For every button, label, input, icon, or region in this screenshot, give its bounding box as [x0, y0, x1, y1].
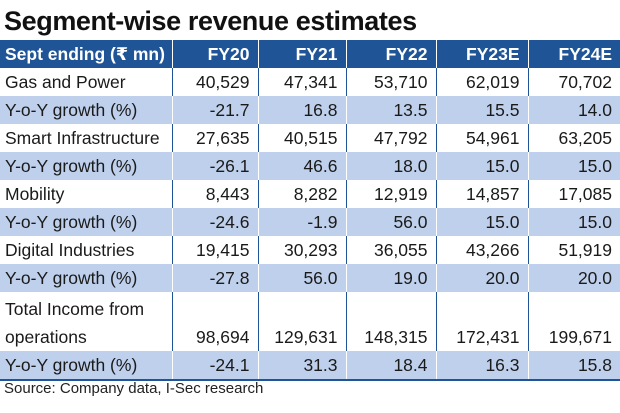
table-row: Smart Infrastructure 27,635 40,515 47,79… [0, 124, 620, 152]
table-row: Gas and Power 40,529 47,341 53,710 62,01… [0, 68, 620, 96]
cell: 27,635 [172, 124, 259, 152]
cell: 199,671 [548, 327, 612, 347]
row-label: Smart Infrastructure [0, 124, 173, 152]
row-label: Y-o-Y growth (%) [0, 351, 173, 381]
cell: 172,431 [436, 292, 529, 351]
header-fy21: FY21 [258, 40, 347, 68]
cell: -1.9 [258, 208, 347, 236]
page-title: Segment-wise revenue estimates [4, 6, 417, 36]
header-period: Sept ending (₹ mn) [0, 40, 173, 68]
table-row: Y-o-Y growth (%) -21.7 16.8 13.5 15.5 14… [0, 96, 620, 124]
cell: 47,792 [346, 124, 437, 152]
cell: 129,631 [258, 292, 347, 351]
cell: 40,515 [258, 124, 347, 152]
row-label: Y-o-Y growth (%) [0, 208, 173, 236]
cell: 17,085 [558, 183, 612, 204]
table-row: Digital Industries 19,415 30,293 36,055 … [0, 236, 620, 264]
row-label: Digital Industries [0, 236, 173, 264]
cell: 15.0 [436, 152, 529, 180]
row-label: Y-o-Y growth (%) [0, 96, 173, 124]
cell: 20.0 [528, 264, 620, 292]
cell: -24.1 [172, 351, 259, 381]
table-row: Y-o-Y growth (%) -26.1 46.6 18.0 15.0 15… [0, 152, 620, 180]
row-label: Y-o-Y growth (%) [0, 264, 173, 292]
cell: 20.0 [436, 264, 529, 292]
cell: 19.0 [346, 264, 437, 292]
header-fy23e: FY23E [436, 40, 529, 68]
header-fy22: FY22 [346, 40, 437, 68]
cell: 98,694 [172, 292, 259, 351]
cell: 47,341 [258, 68, 347, 96]
table-row: Mobility 8,443 8,282 12,919 14,857 17,08… [0, 180, 620, 208]
cell: 15.0 [528, 152, 620, 180]
row-label: Mobility [0, 180, 173, 208]
revenue-table: Sept ending (₹ mn) FY20 FY21 FY22 FY23E … [0, 40, 620, 381]
cell: -24.6 [172, 208, 259, 236]
cell: 54,961 [436, 124, 529, 152]
cell: 56.0 [346, 208, 437, 236]
cell: 18.0 [346, 152, 437, 180]
row-label: Total Income from operations [0, 292, 173, 351]
header-fy20: FY20 [172, 40, 259, 68]
cell: 63,205 [558, 127, 612, 148]
cell: 40,529 [172, 68, 259, 96]
cell: 53,710 [346, 68, 437, 96]
cell: 18.4 [346, 351, 437, 381]
cell: 12,919 [346, 180, 437, 208]
cell: 8,282 [258, 180, 347, 208]
cell: 14.0 [528, 96, 620, 124]
cell: 8,443 [172, 180, 259, 208]
cell: 51,919 [558, 239, 612, 260]
cell: 16.8 [258, 96, 347, 124]
cell: -21.7 [172, 96, 259, 124]
cell: 15.5 [436, 96, 529, 124]
cell: -26.1 [172, 152, 259, 180]
row-label: Gas and Power [0, 68, 173, 96]
cell: 16.3 [436, 351, 529, 381]
cell: 15.8 [528, 351, 620, 381]
table-header-row: Sept ending (₹ mn) FY20 FY21 FY22 FY23E … [0, 40, 620, 68]
cell: 15.0 [528, 208, 620, 236]
cell: 70,702 [558, 71, 612, 92]
table-row: Y-o-Y growth (%) -24.6 -1.9 56.0 15.0 15… [0, 208, 620, 236]
cell: 43,266 [436, 236, 529, 264]
cell: 56.0 [258, 264, 347, 292]
cell: -27.8 [172, 264, 259, 292]
cell: 30,293 [258, 236, 347, 264]
cell: 31.3 [258, 351, 347, 381]
table-row: Total Income from operations 98,694 129,… [0, 292, 620, 351]
header-fy24e: FY24E [528, 40, 620, 68]
cell: 148,315 [346, 292, 437, 351]
source-note: Source: Company data, I-Sec research [4, 380, 264, 397]
cell: 62,019 [436, 68, 529, 96]
cell: 36,055 [346, 236, 437, 264]
cell: 15.0 [436, 208, 529, 236]
cell: 14,857 [436, 180, 529, 208]
cell: 19,415 [172, 236, 259, 264]
row-label: Y-o-Y growth (%) [0, 152, 173, 180]
table-row: Y-o-Y growth (%) -27.8 56.0 19.0 20.0 20… [0, 264, 620, 292]
table-row: Y-o-Y growth (%) -24.1 31.3 18.4 16.3 15… [0, 351, 620, 381]
cell: 46.6 [258, 152, 347, 180]
cell: 13.5 [346, 96, 437, 124]
